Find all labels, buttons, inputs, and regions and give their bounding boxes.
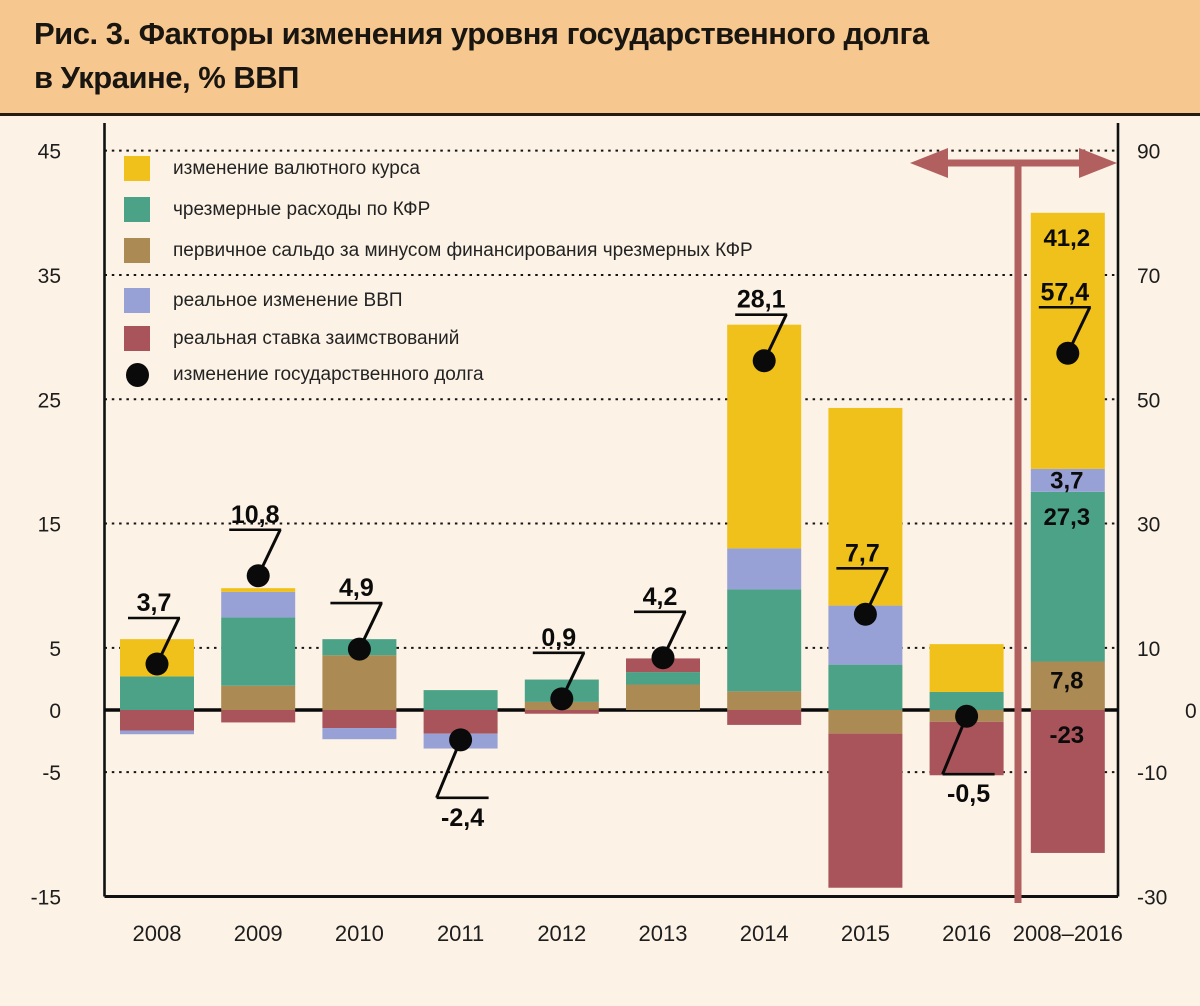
red-swatch-icon [124, 326, 150, 351]
legend-item-debt-change: изменение государственного долга [124, 363, 484, 387]
svg-text:2009: 2009 [234, 921, 283, 946]
marker-2008–2016: 57,4 [1038, 278, 1092, 365]
marker-2009: 10,8 [229, 501, 282, 588]
svg-text:5: 5 [49, 638, 61, 661]
legend-label: чрезмерные расходы по КФР [173, 198, 431, 220]
svg-text:28,1: 28,1 [737, 286, 786, 314]
legend-item-primary-balance: первичное сальдо за минусом финансирован… [124, 238, 753, 263]
svg-text:15: 15 [38, 514, 61, 537]
svg-text:4,9: 4,9 [339, 574, 374, 602]
svg-text:0: 0 [1185, 700, 1197, 723]
blue-swatch-icon [124, 288, 150, 313]
svg-text:35: 35 [38, 265, 61, 288]
title-band: Рис. 3. Факторы изменения уровня государ… [0, 0, 1200, 113]
svg-text:-10: -10 [1137, 762, 1167, 785]
legend-item-kfr-expenses: чрезмерные расходы по КФР [124, 197, 430, 222]
svg-text:41,2: 41,2 [1043, 225, 1090, 252]
bar-2015 [828, 407, 903, 888]
right-axis-arrow [910, 148, 1117, 903]
debt-change-markers: 3,7 10,8 4,9 -2,4 0,9 4,2 28,1 7,7 -0,5 57,4 [128, 278, 1092, 832]
svg-text:2008–2016: 2008–2016 [1013, 921, 1123, 946]
legend-label: изменение государственного долга [173, 364, 484, 385]
svg-text:-30: -30 [1137, 886, 1167, 909]
svg-text:57,4: 57,4 [1040, 278, 1089, 306]
svg-text:0: 0 [49, 700, 61, 723]
svg-text:50: 50 [1137, 389, 1160, 412]
legend-label: изменение валютного курса [173, 157, 420, 179]
brown-swatch-icon [124, 238, 150, 263]
svg-text:90: 90 [1137, 141, 1160, 164]
svg-text:45: 45 [38, 141, 61, 164]
svg-text:3,7: 3,7 [137, 589, 172, 617]
title-divider [0, 113, 1200, 116]
category-labels: 2008 2009 2010 2011 2012 2013 2014 2015 2016 2008… [133, 921, 1123, 946]
marker-2012: 0,9 [532, 624, 586, 711]
svg-text:2008: 2008 [133, 921, 182, 946]
svg-text:-2,4: -2,4 [441, 804, 484, 832]
svg-text:10: 10 [1137, 638, 1160, 661]
svg-text:2016: 2016 [942, 921, 991, 946]
figure-title-line2: в Украине, % ВВП [34, 60, 299, 95]
svg-text:7,7: 7,7 [845, 539, 880, 567]
svg-text:2012: 2012 [537, 921, 586, 946]
svg-text:-23: -23 [1049, 722, 1084, 749]
legend-label: реальная ставка заимствований [173, 327, 460, 349]
svg-text:2011: 2011 [437, 921, 484, 946]
marker-2013: 4,2 [634, 583, 687, 670]
svg-text:2013: 2013 [639, 921, 688, 946]
svg-text:2010: 2010 [335, 921, 384, 946]
marker-2010: 4,9 [330, 574, 383, 661]
marker-2011: -2,4 [435, 728, 489, 832]
svg-text:4,2: 4,2 [643, 583, 678, 611]
bar-2008–2016 [1030, 212, 1105, 853]
svg-text:0,9: 0,9 [541, 624, 576, 652]
segment-labels-2008–2016: 41,2 3,7 27,3 7,8 -23 [1043, 225, 1090, 749]
figure-title-line1: Рис. 3. Факторы изменения уровня государ… [34, 16, 929, 51]
svg-text:3,7: 3,7 [1050, 467, 1083, 494]
svg-text:2015: 2015 [841, 921, 890, 946]
legend-item-exchange-rate: изменение валютного курса [124, 156, 420, 181]
marker-2008: 3,7 [128, 589, 181, 676]
legend-label: реальное изменение ВВП [173, 289, 403, 311]
svg-text:10,8: 10,8 [231, 501, 280, 529]
marker-2016: -0,5 [941, 704, 995, 808]
svg-text:2014: 2014 [740, 921, 789, 946]
chart-legend: изменение валютного курса чрезмерные рас… [124, 116, 824, 416]
svg-text:7,8: 7,8 [1050, 668, 1083, 695]
legend-item-real-gdp: реальное изменение ВВП [124, 288, 403, 313]
legend-item-real-rate: реальная ставка заимствований [124, 326, 459, 351]
marker-2014: 28,1 [735, 286, 788, 373]
svg-text:-5: -5 [42, 762, 61, 785]
svg-text:25: 25 [38, 389, 61, 412]
svg-text:27,3: 27,3 [1043, 504, 1090, 531]
marker-2015: 7,7 [836, 539, 889, 626]
legend-label: первичное сальдо за минусом финансирован… [173, 239, 753, 261]
svg-text:-15: -15 [31, 886, 61, 909]
svg-text:30: 30 [1137, 514, 1160, 537]
svg-text:70: 70 [1137, 265, 1160, 288]
black-dot-icon [126, 363, 149, 387]
yellow-swatch-icon [124, 156, 150, 181]
green-swatch-icon [124, 197, 150, 222]
svg-text:-0,5: -0,5 [947, 780, 990, 808]
bar-2009 [221, 588, 296, 723]
